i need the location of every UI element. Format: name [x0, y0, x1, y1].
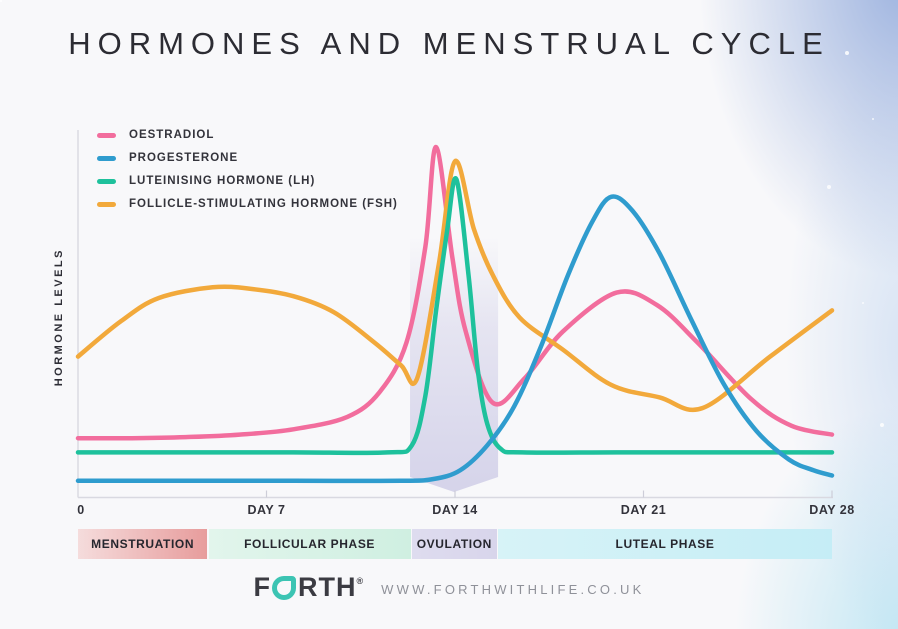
page-title: HORMONES AND MENSTRUAL CYCLE	[68, 26, 830, 61]
phase-band: MENSTRUATION	[78, 529, 208, 559]
legend-label: OESTRADIOL	[129, 129, 215, 141]
x-tick-label: DAY 28	[809, 503, 855, 517]
legend-item: PROGESTERONE	[97, 151, 398, 165]
logo-drop-icon	[272, 576, 297, 600]
x-tick-label: DAY 7	[247, 503, 286, 517]
phase-band: OVULATION	[411, 529, 497, 559]
legend-swatch	[97, 178, 116, 184]
legend-label: LUTEINISING HORMONE (LH)	[129, 175, 316, 187]
curve-oestradiol	[75, 144, 835, 441]
x-tick-label: 0	[77, 503, 85, 517]
registered-mark: ®	[356, 576, 364, 586]
logo-text-pre: F	[253, 572, 272, 602]
website-url: WWW.FORTHWITHLIFE.CO.UK	[381, 582, 645, 597]
y-axis-label: HORMONE LEVELS	[53, 248, 65, 387]
x-tick-label: DAY 14	[432, 503, 478, 517]
phase-band: LUTEAL PHASE	[498, 529, 832, 559]
forth-logo: F RTH ®	[254, 574, 364, 601]
phase-band: FOLLICULAR PHASE	[208, 529, 411, 559]
legend-label: PROGESTERONE	[129, 152, 239, 164]
curve-follicle-stimulating-hormone-fsh-	[75, 158, 835, 412]
cycle-phase-bands: MENSTRUATION FOLLICULAR PHASE OVULATION …	[0, 529, 898, 559]
footer: F RTH ® WWW.FORTHWITHLIFE.CO.UK	[0, 574, 898, 601]
legend-swatch	[97, 155, 116, 161]
curve-progesterone	[75, 194, 835, 484]
hormone-curves	[75, 144, 835, 484]
legend-swatch	[97, 201, 116, 207]
legend-item: OESTRADIOL	[97, 128, 398, 142]
logo-text-post: RTH	[298, 572, 357, 602]
legend-swatch	[97, 132, 116, 138]
legend-label: FOLLICLE-STIMULATING HORMONE (FSH)	[129, 198, 398, 210]
legend-item: LUTEINISING HORMONE (LH)	[97, 174, 398, 188]
x-tick-label: DAY 21	[620, 503, 667, 517]
chart-legend: OESTRADIOL PROGESTERONE LUTEINISING HORM…	[97, 128, 398, 220]
legend-item: FOLLICLE-STIMULATING HORMONE (FSH)	[97, 197, 398, 211]
curve-luteinising-hormone-lh-	[75, 176, 835, 456]
background-sparkles	[0, 0, 2, 2]
